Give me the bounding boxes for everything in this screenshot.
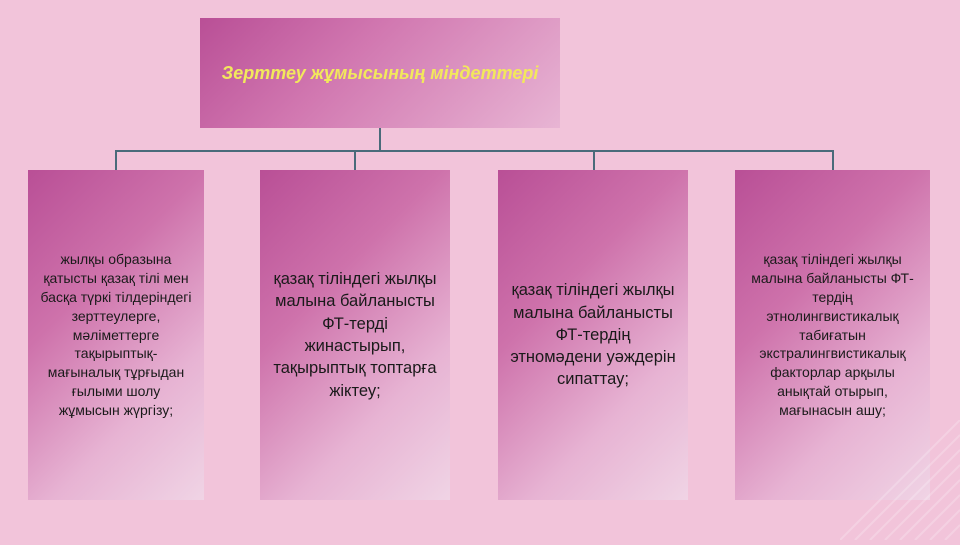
child-text-3: қазақ тіліндегі жылқы малына байланысты … — [510, 279, 676, 390]
connector-horizontal — [115, 150, 833, 152]
connector-child-1 — [115, 150, 117, 170]
child-text-2: қазақ тіліндегі жылқы малына байланысты … — [272, 268, 438, 402]
child-box-4: қазақ тіліндегі жылқы малына байланысты … — [735, 170, 930, 500]
connector-child-4 — [832, 150, 834, 170]
header-box: Зерттеу жұмысының міндеттері — [200, 18, 560, 128]
header-title: Зерттеу жұмысының міндеттері — [222, 63, 539, 84]
connector-main — [379, 128, 381, 150]
child-box-1: жылқы образына қатысты қазақ тілі мен ба… — [28, 170, 204, 500]
connector-child-3 — [593, 150, 595, 170]
child-box-2: қазақ тіліндегі жылқы малына байланысты … — [260, 170, 450, 500]
child-text-1: жылқы образына қатысты қазақ тілі мен ба… — [40, 250, 192, 420]
child-box-3: қазақ тіліндегі жылқы малына байланысты … — [498, 170, 688, 500]
connector-child-2 — [354, 150, 356, 170]
child-text-4: қазақ тіліндегі жылқы малына байланысты … — [747, 250, 918, 420]
